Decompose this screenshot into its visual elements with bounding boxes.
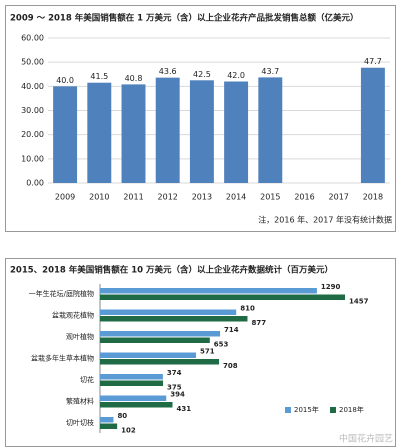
chart-title: 2009 ～ 2018 年美国销售额在 1 万美元（含）以上企业花卉产品批发销售… [10,13,359,24]
chart-frame [5,5,396,232]
y-tick-label: 60.00 [21,34,44,43]
bar [100,294,345,300]
value-label: 43.7 [261,67,279,76]
bar [100,352,197,358]
bar [100,316,248,322]
y-tick-label: 0.00 [26,179,44,188]
y-tick-label: 50.00 [21,58,44,67]
bar [100,374,163,380]
value-label: 102 [121,427,136,435]
value-label: 431 [176,405,191,413]
bar [100,337,210,343]
x-tick-label: 2009 [55,193,75,202]
y-tick-label: 观叶植物 [66,332,94,341]
value-label: 375 [167,384,182,392]
legend-label: 2015年 [294,405,319,414]
bar [100,402,173,408]
value-label: 43.6 [159,67,177,76]
x-tick-label: 2018 [363,193,383,202]
value-label: 810 [240,305,255,313]
value-label: 571 [200,348,215,356]
bar [100,331,221,337]
chart-frame [5,258,396,447]
y-tick-label: 繁殖材料 [66,397,94,406]
x-tick-label: 2016 [294,193,314,202]
bar [100,395,167,401]
x-tick-label: 2014 [226,193,246,202]
bar [100,288,317,294]
y-tick-label: 40.00 [21,82,44,91]
bar [100,309,237,315]
value-label: 42.5 [193,70,211,79]
value-label: 394 [170,391,185,399]
y-tick-label: 一年生花坛/庭院植物 [29,289,94,298]
value-label: 80 [117,412,127,420]
y-tick-label: 20.00 [21,130,44,139]
bar [100,380,164,386]
x-tick-label: 2015 [260,193,280,202]
chart-title: 2015、2018 年美国销售额在 10 万美元（含）以上企业花卉数据统计（百万… [10,265,333,276]
bar [53,86,78,183]
value-label: 40.8 [125,74,143,83]
value-label: 42.0 [227,71,245,80]
bar [100,423,118,429]
y-tick-label: 切花 [80,375,94,384]
x-tick-label: 2012 [158,193,178,202]
bar [87,82,112,183]
x-tick-label: 2010 [89,193,109,202]
bar [224,81,249,183]
legend-label: 2018年 [339,405,364,414]
bar [258,77,283,183]
y-tick-label: 切叶切枝 [66,418,94,427]
value-label: 374 [167,369,182,377]
bar [100,359,220,365]
value-label: 1457 [349,298,369,306]
legend-swatch [330,407,336,413]
x-tick-label: 2013 [192,193,212,202]
legend-swatch [285,407,291,413]
bar [100,417,114,423]
x-tick-label: 2011 [123,193,143,202]
value-label: 41.5 [90,72,108,81]
watermark: 中国花卉园艺 [339,433,393,445]
bar [155,77,180,183]
y-tick-label: 盆栽观花植物 [52,311,94,320]
value-label: 714 [224,326,239,334]
annotation: 注，2016 年、2017 年没有统计数据 [258,215,392,225]
bar [360,67,385,183]
value-label: 40.0 [56,76,74,85]
value-label: 1290 [321,283,341,291]
value-label: 47.7 [364,57,382,66]
value-label: 877 [251,319,266,327]
x-tick-label: 2017 [329,193,349,202]
value-label: 653 [214,341,229,349]
value-label: 708 [223,362,238,370]
bar [189,80,214,183]
y-tick-label: 盆栽多年生草本植物 [31,354,94,363]
y-tick-label: 30.00 [21,106,44,115]
y-tick-label: 10.00 [21,154,44,163]
bar [121,84,146,183]
